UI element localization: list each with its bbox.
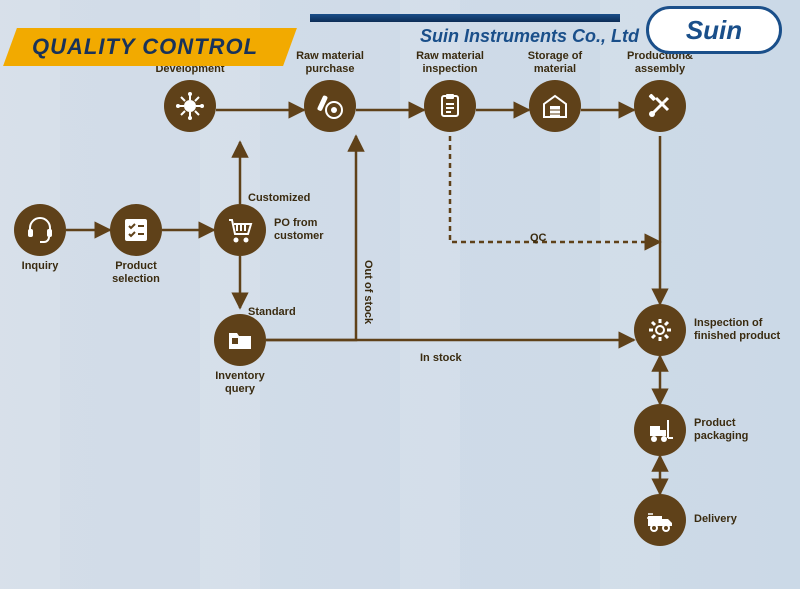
truck-icon (634, 494, 686, 546)
node-inquiry: Inquiry (0, 204, 80, 273)
flowchart-canvas: Inquiry Productselection PO fromcustomer De… (0, 0, 800, 589)
headset-icon (14, 204, 66, 256)
node-po: PO fromcustomer (214, 204, 324, 256)
edge-label: In stock (420, 352, 462, 364)
node-inspfin: Inspection offinished product (634, 304, 780, 356)
company-logo: Suin (646, 6, 782, 54)
node-label: Productselection (96, 260, 176, 286)
header: QUALITY CONTROL Suin Instruments Co., Lt… (0, 0, 800, 72)
bolt-icon (304, 80, 356, 132)
node-label: Productpackaging (694, 417, 748, 443)
edge-label: Out of stock (362, 260, 374, 324)
edge-label: Customized (248, 192, 310, 204)
node-deliv: Delivery (634, 494, 737, 546)
virus-icon (164, 80, 216, 132)
page-title: QUALITY CONTROL (10, 34, 258, 60)
folder-icon (214, 314, 266, 366)
cart-icon (214, 204, 266, 256)
node-invq: Inventory query (200, 314, 280, 396)
node-label: Inspection offinished product (694, 317, 780, 343)
node-prodsel: Productselection (96, 204, 176, 286)
forklift-icon (634, 404, 686, 456)
title-bar: QUALITY CONTROL (10, 28, 290, 66)
node-label: Inquiry (0, 260, 80, 273)
warehouse-icon (529, 80, 581, 132)
node-pack: Productpackaging (634, 404, 748, 456)
checklist-icon (110, 204, 162, 256)
node-label: Inventory query (200, 370, 280, 396)
gear-icon (634, 304, 686, 356)
edge-label: Standard (248, 306, 296, 318)
clipboard-icon (424, 80, 476, 132)
header-stripe (310, 14, 620, 22)
company-name: Suin Instruments Co., Ltd (420, 26, 639, 47)
tools-icon (634, 80, 686, 132)
node-label: PO fromcustomer (274, 217, 324, 243)
edge-label: QC (530, 232, 547, 244)
node-label: Delivery (694, 513, 737, 526)
